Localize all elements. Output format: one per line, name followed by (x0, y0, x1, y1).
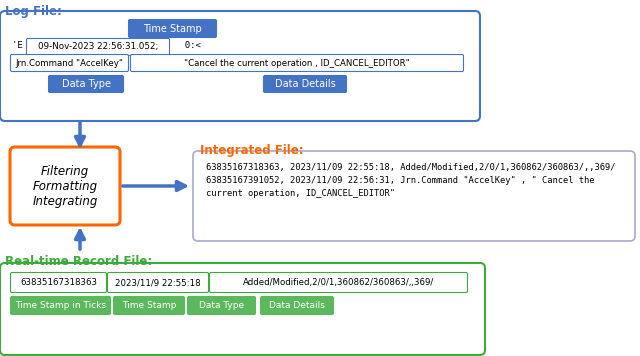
Text: Integrating: Integrating (32, 195, 98, 208)
FancyBboxPatch shape (131, 54, 463, 72)
FancyBboxPatch shape (10, 54, 129, 72)
FancyBboxPatch shape (26, 38, 170, 56)
Text: Data Type: Data Type (61, 79, 111, 89)
Text: Time Stamp in Ticks: Time Stamp in Ticks (15, 301, 106, 310)
Text: 'E: 'E (12, 41, 33, 50)
Text: current operation, ID_CANCEL_EDITOR": current operation, ID_CANCEL_EDITOR" (206, 189, 395, 198)
FancyBboxPatch shape (49, 75, 124, 93)
Text: 0:<: 0:< (174, 41, 201, 50)
Text: Formatting: Formatting (33, 180, 97, 193)
Text: Real-time Record File:: Real-time Record File: (5, 255, 152, 268)
FancyBboxPatch shape (0, 11, 480, 121)
Text: Time Stamp: Time Stamp (122, 301, 176, 310)
Text: 63835167318363: 63835167318363 (20, 278, 97, 287)
FancyBboxPatch shape (264, 75, 346, 93)
Text: 63835167391052, 2023/11/09 22:56:31, Jrn.Command "AccelKey" , " Cancel the: 63835167391052, 2023/11/09 22:56:31, Jrn… (206, 176, 595, 185)
Text: Data Details: Data Details (269, 301, 325, 310)
Text: 2023/11/9 22:55:18: 2023/11/9 22:55:18 (115, 278, 201, 287)
FancyBboxPatch shape (129, 20, 216, 37)
FancyBboxPatch shape (108, 272, 209, 293)
FancyBboxPatch shape (0, 263, 485, 355)
FancyBboxPatch shape (113, 297, 184, 314)
FancyBboxPatch shape (193, 151, 635, 241)
Text: Data Details: Data Details (275, 79, 335, 89)
FancyBboxPatch shape (209, 272, 467, 293)
Text: Log File:: Log File: (5, 5, 62, 18)
FancyBboxPatch shape (188, 297, 255, 314)
FancyBboxPatch shape (10, 297, 111, 314)
Text: Filtering: Filtering (41, 165, 89, 178)
FancyBboxPatch shape (10, 272, 106, 293)
Text: Data Type: Data Type (199, 301, 244, 310)
Text: Time Stamp: Time Stamp (143, 23, 202, 33)
FancyBboxPatch shape (10, 147, 120, 225)
FancyBboxPatch shape (260, 297, 333, 314)
Text: 09-Nov-2023 22:56:31.052;: 09-Nov-2023 22:56:31.052; (38, 42, 158, 52)
Text: "Cancel the current operation , ID_CANCEL_EDITOR": "Cancel the current operation , ID_CANCE… (184, 58, 410, 68)
Text: Jrn.Command "AccelKey": Jrn.Command "AccelKey" (15, 58, 124, 68)
Text: 63835167318363, 2023/11/09 22:55:18, Added/Modified,2/0/1,360862/360863/,,369/: 63835167318363, 2023/11/09 22:55:18, Add… (206, 163, 616, 172)
Text: Integrated File:: Integrated File: (200, 144, 303, 157)
Text: Added/Modified,2/0/1,360862/360863/,,369/: Added/Modified,2/0/1,360862/360863/,,369… (243, 278, 434, 287)
